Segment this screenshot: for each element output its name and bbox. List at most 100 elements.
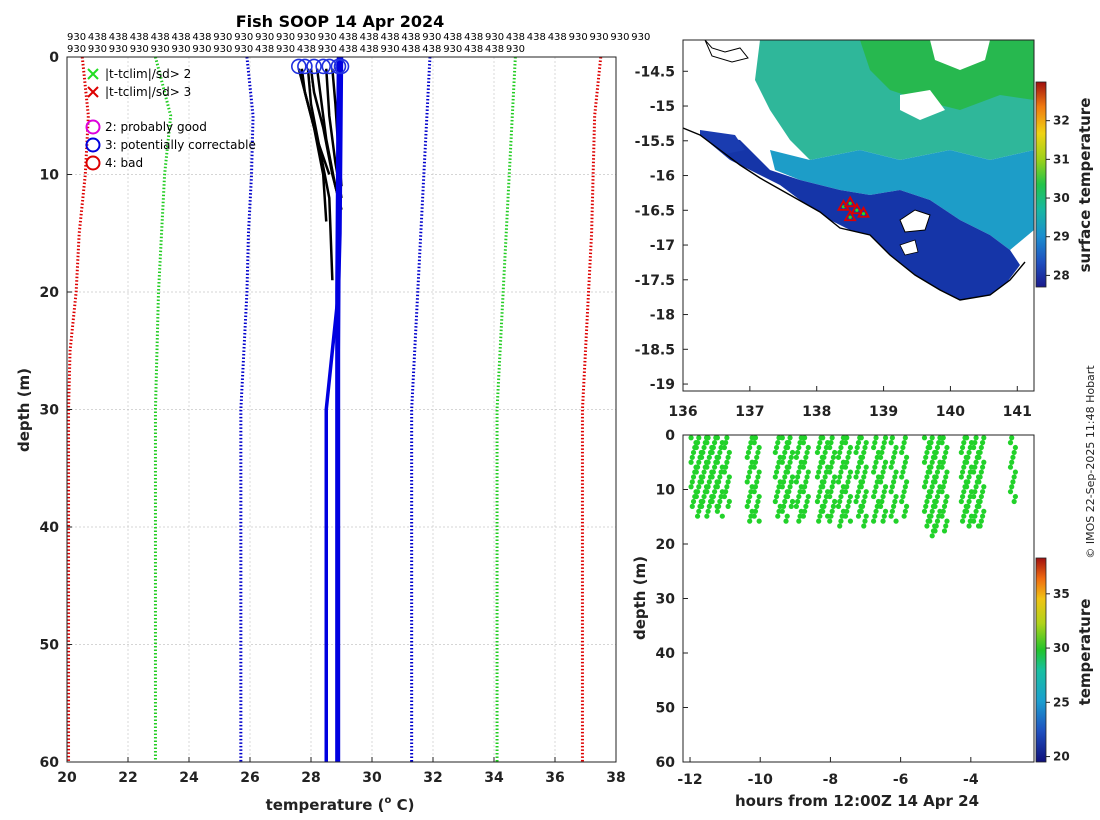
ts-data-point — [1011, 498, 1017, 505]
profile-x-tick-label: 32 — [423, 770, 442, 786]
top-label-row1: 438 — [109, 32, 128, 43]
ts-data-point — [756, 518, 762, 524]
timeseries-points — [688, 435, 1018, 539]
ts-data-point — [1007, 440, 1014, 446]
ts-data-point — [881, 513, 887, 519]
ts-data-point — [779, 459, 785, 465]
ts-data-point — [891, 479, 897, 485]
ts-data-point — [934, 493, 941, 500]
ts-data-point — [929, 484, 935, 490]
ts-data-point — [923, 454, 929, 460]
ts-data-point — [1012, 493, 1018, 500]
surface-flag-circle — [290, 58, 307, 75]
top-label-row2: 438 — [360, 44, 379, 55]
ts-data-point — [793, 503, 799, 509]
temp-colorbar-tick-label: 35 — [1053, 587, 1070, 601]
map-y-tick-label: -17 — [650, 238, 675, 254]
ts-data-point — [934, 518, 941, 524]
ts-data-point — [872, 489, 878, 495]
ts-data-point — [878, 503, 884, 509]
ts-data-point — [700, 474, 706, 480]
ts-data-point — [1009, 484, 1015, 490]
ts-data-point — [802, 459, 808, 465]
timeseries-x-ticks: -12 -10 -8 -6 -4 — [677, 757, 979, 788]
ts-data-point — [706, 479, 712, 485]
ts-y-tick-label: 60 — [656, 755, 676, 771]
ts-data-point — [788, 454, 794, 460]
map-y-tick-label: -14.5 — [635, 64, 675, 80]
ts-data-point — [893, 469, 899, 475]
ts-data-point — [941, 454, 948, 460]
ts-data-point — [837, 523, 843, 529]
map-x-tick-label: 137 — [735, 404, 764, 420]
ts-data-point — [701, 493, 707, 500]
ts-data-point — [923, 503, 929, 509]
ts-data-point — [786, 489, 792, 495]
ts-data-point — [752, 484, 759, 490]
ts-data-point — [706, 503, 712, 509]
ts-data-point — [835, 479, 842, 485]
ts-data-point — [704, 513, 710, 519]
top-label-row1: 438 — [339, 32, 358, 43]
ts-data-point — [752, 459, 759, 465]
ts-data-point — [800, 513, 806, 519]
top-label-row2: 930 — [88, 44, 107, 55]
profile-x-tick-label: 38 — [606, 770, 625, 786]
ts-data-point — [855, 489, 862, 495]
track-point — [841, 205, 846, 209]
ts-data-point — [751, 489, 757, 495]
ts-data-point — [855, 513, 862, 519]
ts-data-point — [847, 493, 854, 500]
ts-data-point — [934, 469, 941, 475]
ts-data-point — [927, 518, 933, 524]
ts-data-point — [859, 454, 866, 460]
ts-data-point — [837, 449, 843, 456]
top-label-row1: 930 — [569, 32, 588, 43]
top-label-row2: 930 — [213, 44, 232, 55]
sst-colorbar-label: surface temperature — [1076, 98, 1094, 273]
ts-data-point — [854, 444, 860, 451]
ts-data-point — [921, 435, 928, 441]
ts-data-point — [958, 474, 964, 480]
ts-data-point — [701, 469, 707, 475]
ts-data-point — [721, 444, 728, 451]
ts-data-point — [756, 444, 762, 451]
ts-data-point — [861, 523, 867, 529]
map-y-tick-label: -16.5 — [635, 203, 675, 219]
ts-data-point — [846, 498, 852, 505]
ts-data-point — [900, 469, 906, 475]
ts-data-point — [863, 440, 869, 446]
sst-colorbar-tick-label: 28 — [1053, 268, 1070, 282]
ts-data-point — [932, 503, 938, 509]
map-x-tick-label: 136 — [668, 404, 697, 420]
ts-data-point — [835, 454, 842, 460]
ts-data-point — [784, 513, 790, 519]
ts-data-point — [714, 484, 720, 490]
timeseries-y-axis-label: depth (m) — [631, 556, 649, 640]
ts-data-point — [928, 464, 934, 470]
ts-x-tick-label: -6 — [893, 772, 909, 788]
profile-y-tick-label: 60 — [40, 755, 60, 771]
sst-cloud-gap — [930, 40, 990, 70]
top-label-row1: 930 — [318, 32, 337, 43]
ts-data-point — [972, 440, 978, 446]
ts-data-point — [705, 484, 711, 490]
top-label-row2: 930 — [276, 44, 295, 55]
ts-data-point — [696, 459, 702, 465]
ts-data-point — [788, 479, 794, 485]
legend-label: |t-tclim|/sd> 2 — [105, 67, 191, 81]
ts-data-point — [929, 508, 935, 514]
ts-data-point — [842, 464, 849, 470]
ts-data-point — [892, 449, 898, 456]
profile-y-tick-label: 20 — [40, 285, 60, 301]
temp-colorbar-tick-label: 20 — [1053, 750, 1070, 764]
ts-data-point — [873, 484, 879, 490]
ts-data-point — [787, 484, 793, 490]
map-y-ticks: -14.5 -15 -15.5 -16 -16.5 -17 -17.5 -18 -18.5 -19 — [635, 64, 688, 393]
ts-data-point — [929, 435, 935, 441]
ts-data-point — [879, 449, 885, 456]
ts-data-point — [961, 489, 967, 495]
map-x-tick-label: 141 — [1003, 404, 1032, 420]
ts-data-point — [858, 508, 864, 514]
ts-data-point — [928, 440, 934, 446]
